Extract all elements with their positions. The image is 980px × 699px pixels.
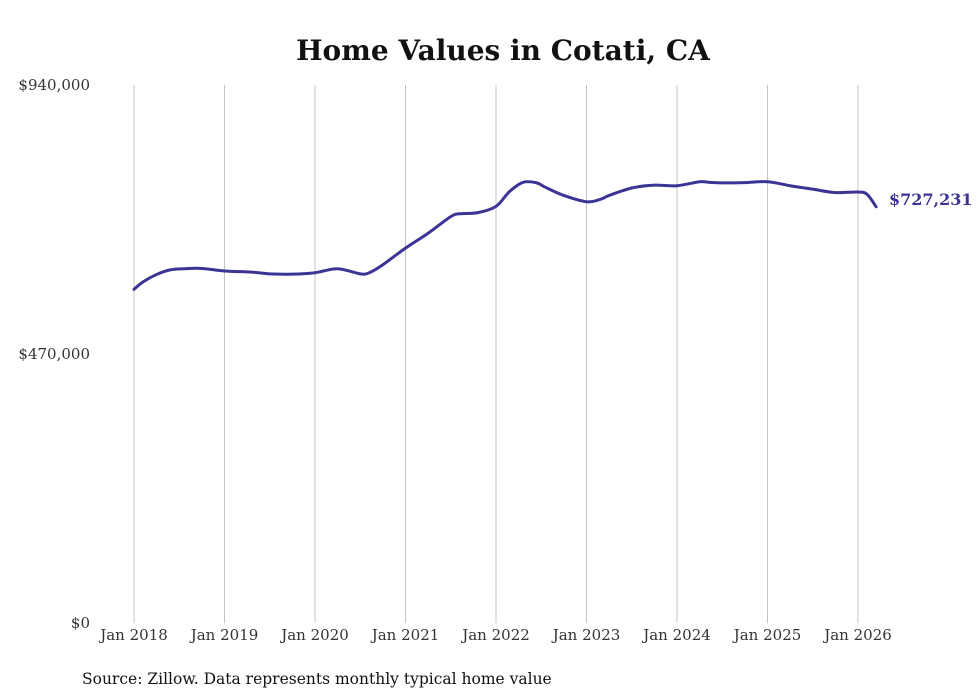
x-tick-label: Jan 2022 xyxy=(460,626,530,644)
x-tick-label: Jan 2025 xyxy=(732,626,802,644)
x-tick-label: Jan 2020 xyxy=(279,626,349,644)
y-tick-label: $940,000 xyxy=(18,76,90,94)
x-tick-label: Jan 2026 xyxy=(822,626,892,644)
source-note: Source: Zillow. Data represents monthly … xyxy=(82,670,552,688)
chart-title: Home Values in Cotati, CA xyxy=(296,34,711,67)
y-tick-label: $0 xyxy=(71,614,90,632)
x-tick-label: Jan 2018 xyxy=(98,626,168,644)
grid-lines xyxy=(133,85,859,623)
home-value-line xyxy=(132,180,878,291)
x-tick-label: Jan 2024 xyxy=(641,626,711,644)
x-tick-label: Jan 2021 xyxy=(370,626,440,644)
x-axis-ticks: Jan 2018 Jan 2019 Jan 2020 Jan 2021 Jan 2022… xyxy=(98,626,892,644)
x-tick-label: Jan 2019 xyxy=(189,626,259,644)
y-tick-label: $470,000 xyxy=(18,345,90,363)
end-value-label: $727,231 xyxy=(889,190,973,209)
y-axis-ticks: $0 $470,000 $940,000 xyxy=(18,76,90,632)
x-tick-label: Jan 2023 xyxy=(551,626,621,644)
